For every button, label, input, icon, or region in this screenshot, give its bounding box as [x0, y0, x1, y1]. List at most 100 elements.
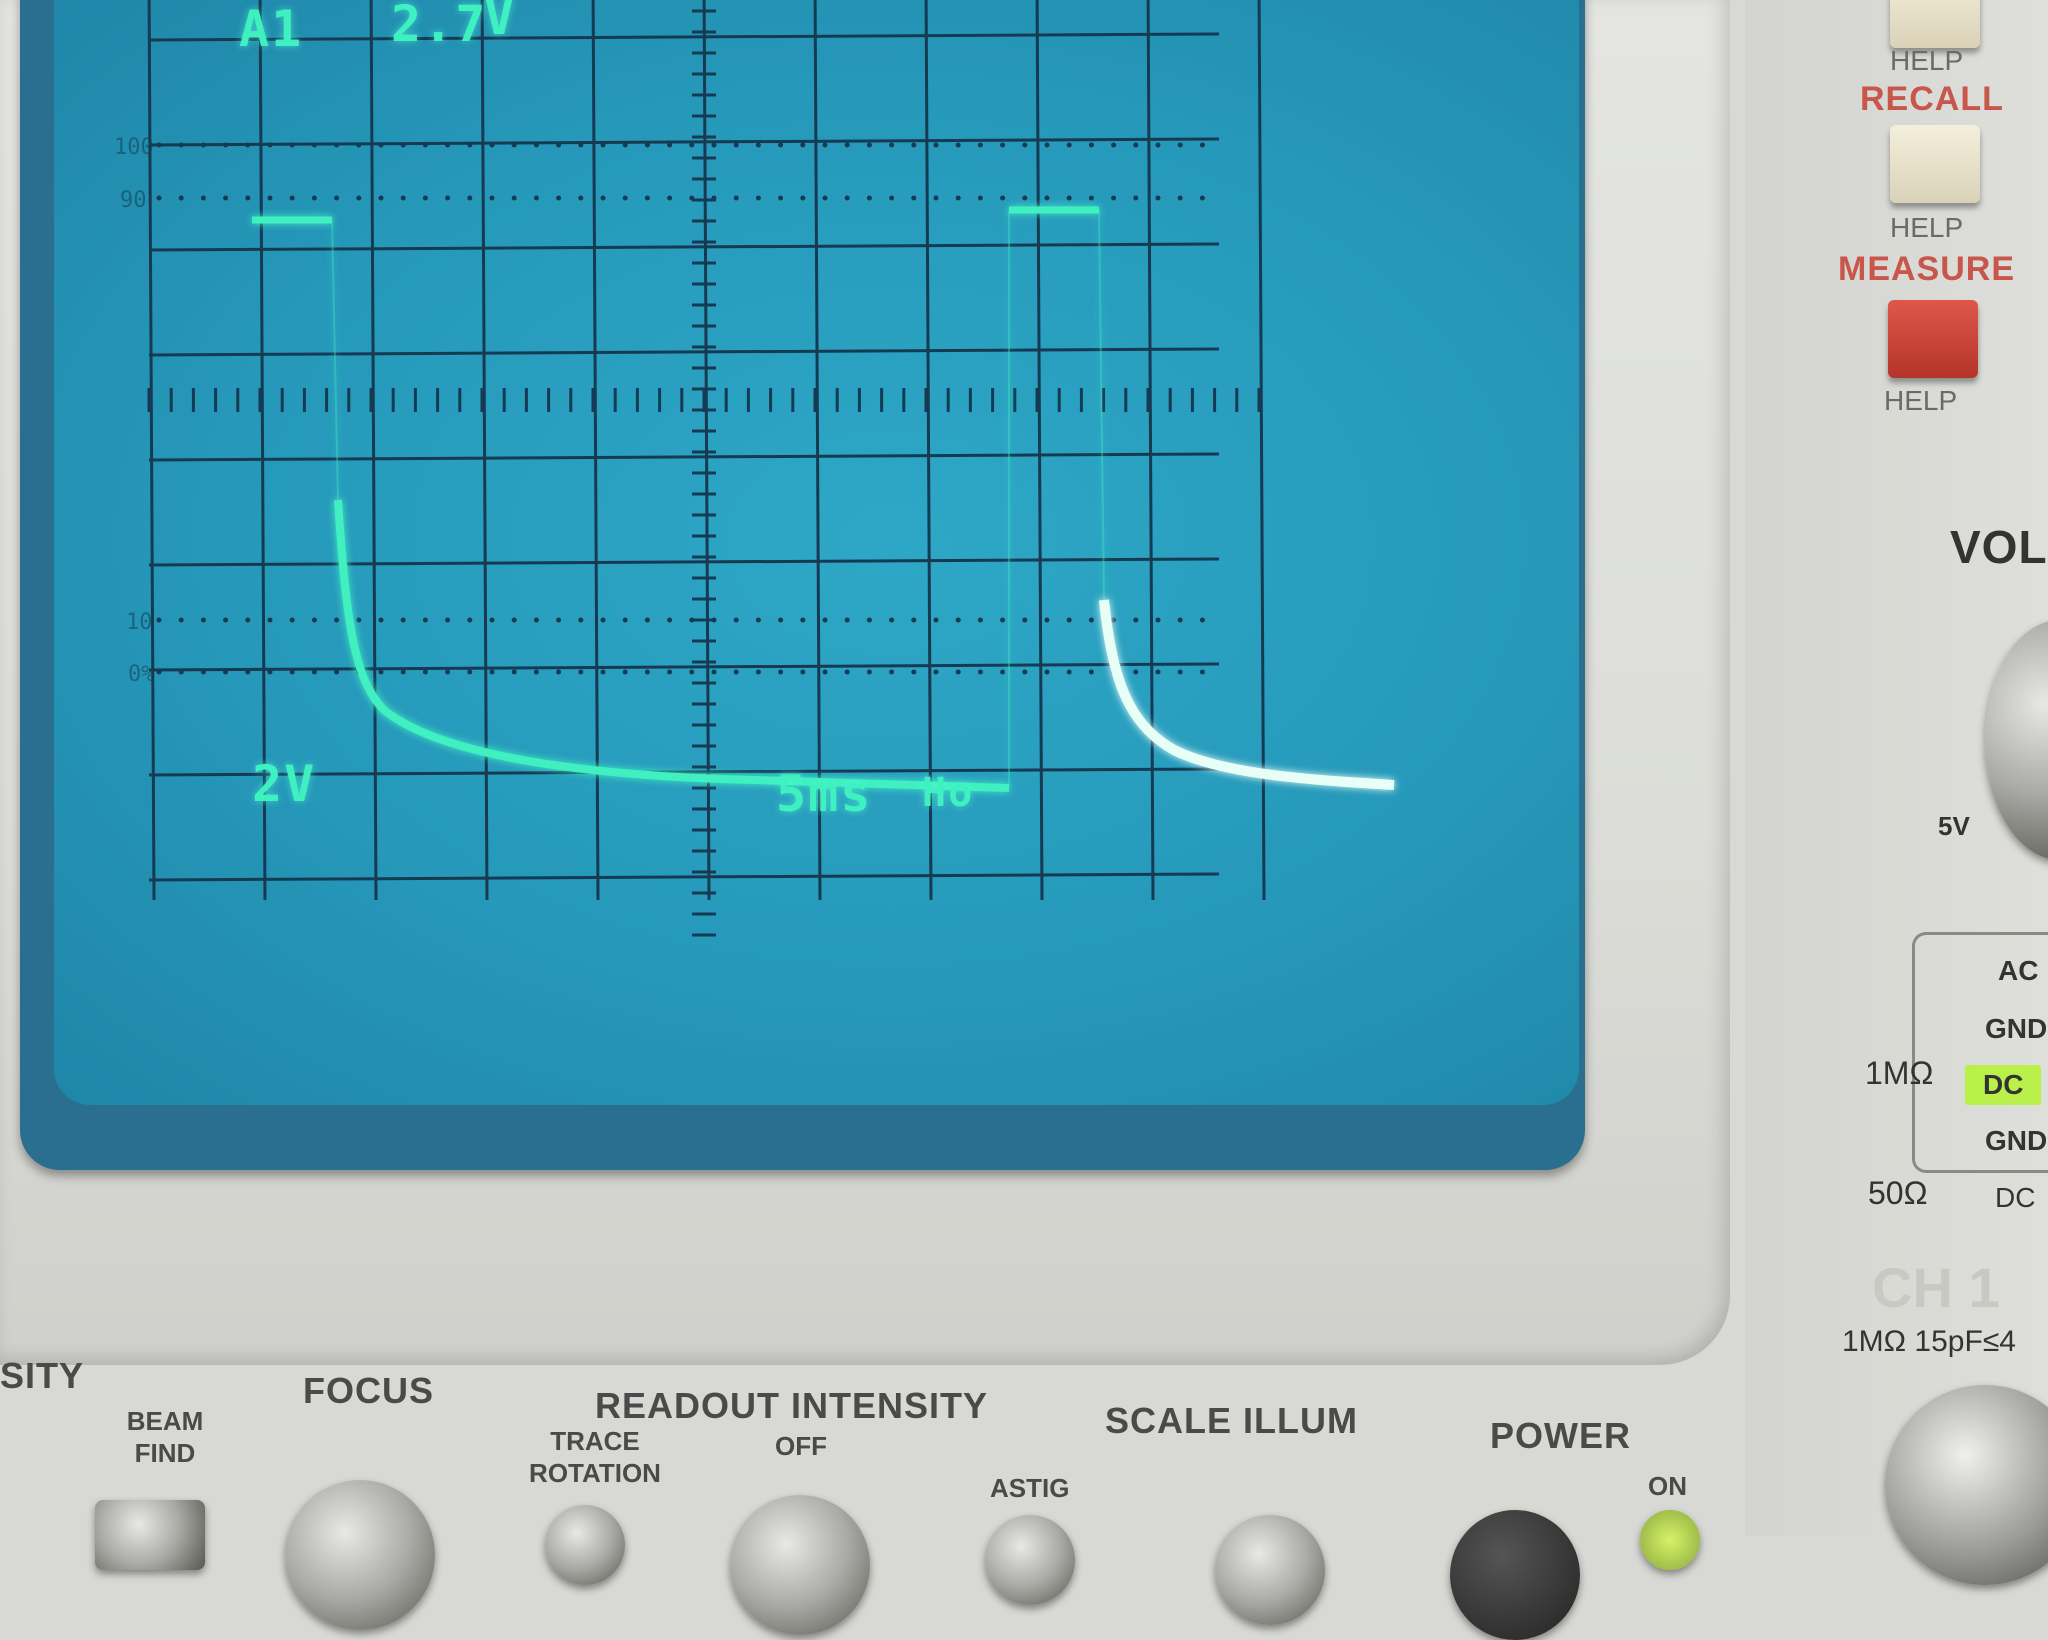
coupling-dc-1[interactable]: DC — [1965, 1065, 2042, 1105]
percent-marker-dot — [289, 617, 295, 623]
percent-marker-dot — [955, 142, 961, 148]
percent-marker-dot — [422, 195, 428, 201]
percent-marker-dot — [267, 617, 273, 623]
scale-illum-knob[interactable] — [1215, 1515, 1325, 1625]
percent-marker-dot — [622, 195, 628, 201]
percent-marker-dot — [600, 142, 606, 148]
pulse-fall-2 — [1098, 209, 1105, 601]
coupling-gnd-2[interactable]: GND — [1985, 1125, 2048, 1156]
percent-marker-dot — [578, 669, 584, 675]
time-per-div-readout: 5ms — [776, 765, 873, 823]
percent-marker-dot — [422, 669, 428, 675]
grid-horizontal-line — [148, 767, 1220, 777]
percent-marker-dot — [489, 195, 495, 201]
percent-marker-dot — [778, 669, 784, 675]
percent-marker-dot — [1177, 617, 1183, 623]
percent-marker-dot — [622, 669, 628, 675]
percent-marker-dot — [1088, 142, 1094, 148]
percent-marker-dot — [578, 195, 584, 201]
percent-marker-dot — [755, 669, 761, 675]
percent-marker-dot — [711, 669, 717, 675]
percent-marker-dot — [689, 195, 695, 201]
trace-rotation-knob[interactable] — [545, 1505, 625, 1585]
percent-marker-dot — [1000, 195, 1006, 201]
grid-vertical-line — [258, 0, 267, 901]
recall-button[interactable] — [1890, 125, 1980, 203]
percent-marker-dot — [156, 142, 162, 148]
grid-vertical-line — [591, 0, 600, 901]
percent-marker-dot — [911, 142, 917, 148]
percent-marker-dot — [822, 669, 828, 675]
percent-marker-dot — [933, 195, 939, 201]
percent-marker-dot — [977, 195, 983, 201]
percent-marker-dot — [200, 142, 206, 148]
help-label-2: HELP — [1890, 212, 1964, 243]
percent-marker-dot — [800, 142, 806, 148]
percent-marker-dot — [511, 617, 517, 623]
percent-marker-dot — [356, 617, 362, 623]
percent-marker-dot — [178, 142, 184, 148]
percent-marker-dot — [1111, 195, 1117, 201]
percent-marker-dot — [1000, 617, 1006, 623]
percent-marker-dot — [933, 669, 939, 675]
percent-marker-dot — [689, 617, 695, 623]
percent-marker-dot — [955, 617, 961, 623]
percent-marker-dot — [489, 142, 495, 148]
percent-marker-dot — [445, 669, 451, 675]
horizontal-indicator: Ho — [922, 770, 975, 816]
percent-marker-dot — [1022, 142, 1028, 148]
percent-marker-dot — [844, 669, 850, 675]
ch1-label: CH 1 — [1872, 1256, 2000, 1319]
measure-button[interactable] — [1888, 300, 1978, 378]
percent-marker-dot — [778, 617, 784, 623]
readout-intensity-knob[interactable] — [730, 1495, 870, 1635]
percent-marker-dot — [245, 669, 251, 675]
percent-marker-dot — [267, 142, 273, 148]
percent-marker-dot — [178, 195, 184, 201]
percent-marker-dot — [511, 195, 517, 201]
percent-marker-dot — [844, 617, 850, 623]
help-button-top[interactable] — [1890, 0, 1980, 48]
crt-frame: A1 2.7 V 2V 5ms Ho 100 90 10 0% — [20, 0, 1585, 1170]
percent-marker-dot — [223, 142, 229, 148]
percent-marker-dot — [1155, 617, 1161, 623]
percent-marker-dot — [600, 669, 606, 675]
percent-marker-dot — [578, 142, 584, 148]
off-label: OFF — [775, 1431, 827, 1461]
percent-marker-dot — [1088, 617, 1094, 623]
scale-10: 10 — [126, 610, 153, 635]
percent-marker-dot — [1199, 195, 1205, 201]
percent-marker-dot — [533, 195, 539, 201]
percent-marker-dot — [667, 142, 673, 148]
beam-find-button[interactable] — [95, 1500, 205, 1570]
percent-marker-dot — [1133, 195, 1139, 201]
grid-horizontal-line — [148, 872, 1220, 882]
focus-knob[interactable] — [285, 1480, 435, 1630]
percent-marker-dot — [467, 195, 473, 201]
astig-knob[interactable] — [985, 1515, 1075, 1605]
coupling-dc-2[interactable]: DC — [1995, 1182, 2036, 1213]
volts-per-div-readout: 2V — [252, 755, 317, 813]
coupling-ac[interactable]: AC — [1998, 955, 2039, 986]
trace-rotation-label: TRACE ROTATION — [529, 1426, 661, 1488]
trigger-level-readout: 2.7 — [391, 0, 488, 53]
power-button[interactable] — [1450, 1510, 1580, 1640]
percent-marker-dot — [400, 669, 406, 675]
beam-find-label: BEAM FIND — [126, 1406, 204, 1468]
percent-marker-dot — [1133, 669, 1139, 675]
percent-marker-dot — [311, 195, 317, 201]
intensity-label: SITY — [0, 1355, 85, 1396]
percent-marker-dot — [889, 142, 895, 148]
scale-90: 90 — [120, 188, 147, 213]
percent-marker-dot — [822, 617, 828, 623]
power-indicator — [1640, 1510, 1700, 1570]
help-label-3: HELP — [1884, 385, 1958, 416]
percent-marker-dot — [1000, 142, 1006, 148]
percent-marker-dot — [445, 142, 451, 148]
percent-marker-dot — [467, 142, 473, 148]
coupling-gnd-1[interactable]: GND — [1985, 1013, 2048, 1044]
percent-marker-dot — [644, 142, 650, 148]
percent-marker-dot — [533, 617, 539, 623]
percent-marker-dot — [1199, 142, 1205, 148]
crt-screen: A1 2.7 V 2V 5ms Ho 100 90 10 0% — [54, 0, 1579, 1105]
